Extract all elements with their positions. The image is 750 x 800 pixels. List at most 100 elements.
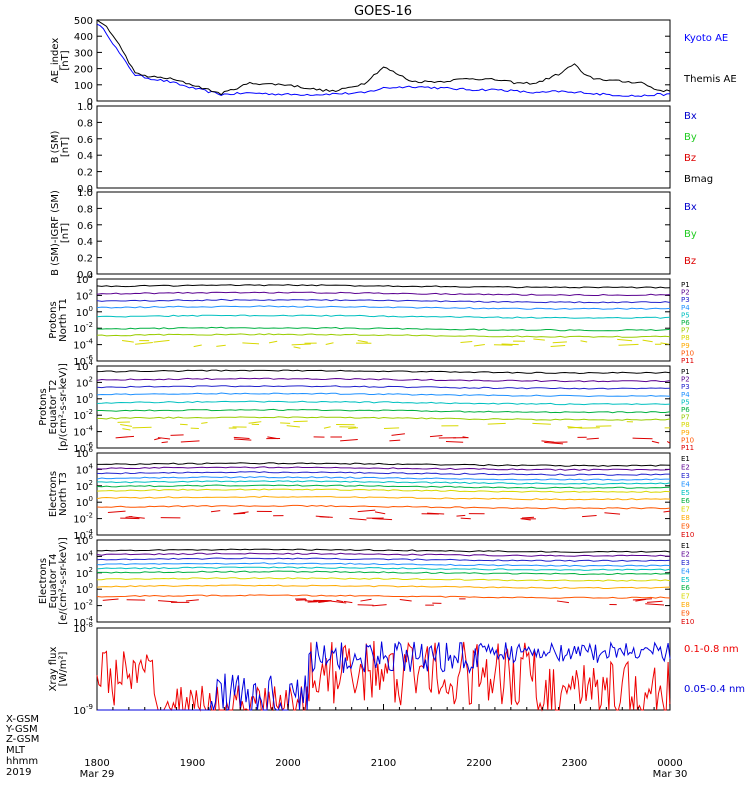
legend-e1: E1 [681, 542, 690, 550]
series-e10 [315, 515, 333, 518]
panel-frame [96, 278, 671, 362]
y-tick-label: 102 [76, 479, 93, 493]
series-e3 [96, 557, 671, 562]
series-p11 [391, 433, 405, 436]
y-axis-label: [p/(cm²-s-sr-keV)] [58, 363, 69, 451]
series-p8 [501, 343, 519, 346]
panel-protons_t2: 104 102 100 10-2 10-4 10-6 Protons Equator T2 [p… [38, 359, 694, 455]
series-e10 [185, 599, 199, 602]
legend-e1: E1 [681, 455, 690, 463]
legend-themis-ae: Themis AE [683, 74, 737, 85]
legend-p7: P7 [681, 327, 690, 335]
series-p8 [473, 344, 485, 347]
y-tick-label: 100 [74, 81, 93, 92]
series-e10 [399, 599, 412, 602]
series-p5 [96, 314, 671, 319]
y-tick-label: 100 [76, 305, 93, 319]
x-tick-label: 2200 [466, 758, 491, 769]
series-p8 [550, 345, 566, 348]
y-tick-label: 0.4 [77, 237, 93, 248]
series-p7 [96, 416, 671, 421]
series-e10 [632, 598, 653, 601]
legend-e3: E3 [681, 472, 690, 480]
series-p11 [157, 437, 171, 440]
series-e10 [233, 511, 249, 515]
y-tick-label: 106 [76, 533, 94, 547]
series-p4 [96, 392, 671, 398]
series-p11 [586, 437, 599, 440]
legend-p8: P8 [681, 421, 690, 429]
y-tick-label: 500 [74, 16, 93, 27]
series-e7 [96, 488, 671, 493]
series-e10 [210, 510, 221, 513]
series-e9 [96, 504, 671, 510]
series-p8 [567, 426, 582, 429]
series-p4 [96, 305, 671, 310]
y-tick-label: 10-4 [73, 615, 93, 629]
legend-p3: P3 [681, 296, 690, 304]
legend-p4: P4 [681, 304, 690, 312]
series-p8 [248, 421, 262, 424]
series-p11 [233, 438, 252, 441]
legend-e5: E5 [681, 576, 690, 584]
panel-frame [96, 19, 671, 102]
series-p11 [462, 436, 469, 439]
series-p8 [268, 340, 278, 344]
series-p8 [201, 421, 208, 424]
x-tick-label: 2300 [562, 758, 587, 769]
series-e10 [343, 600, 353, 604]
series-e10 [357, 604, 374, 606]
y-tick-label: 102 [76, 566, 93, 580]
y-tick-label: 10-6 [73, 354, 93, 368]
series-e10 [456, 514, 466, 517]
series-p11 [233, 436, 250, 439]
y-tick-label: 0.2 [77, 168, 93, 179]
legend-kyoto-ae: Kyoto AE [684, 33, 728, 44]
y-axis-label: B (SM) [50, 130, 61, 163]
series-e10 [374, 511, 386, 515]
series-p8 [618, 343, 639, 346]
series-p11 [632, 437, 653, 440]
series-p8 [293, 346, 301, 349]
panel-ae: 0 100 200 300 400 500 AE_index [nT] Kyoto AE Them… [50, 16, 737, 108]
series-p6 [97, 408, 671, 414]
legend-p7: P7 [681, 414, 690, 422]
legend-bmag: Bmag [684, 174, 713, 185]
series-e10 [635, 598, 646, 602]
y-tick-label: 104 [76, 272, 94, 286]
series-p8 [580, 340, 588, 343]
legend-p6: P6 [681, 406, 690, 414]
x-tick-label: 2100 [371, 758, 396, 769]
series-e2 [96, 552, 671, 557]
y-tick-label: 104 [76, 549, 94, 563]
series-p3 [96, 385, 671, 390]
series-e4 [96, 476, 670, 481]
y-axis-label: [nT] [60, 223, 71, 243]
row-label-mlt: MLT [6, 745, 26, 756]
series-p8 [291, 343, 311, 346]
legend-p6: P6 [681, 319, 690, 327]
panel-frame [96, 105, 671, 189]
series-p8 [242, 342, 260, 345]
y-axis-label: [nT] [60, 50, 71, 70]
y-tick-label: 10-2 [73, 512, 93, 526]
series-p1 [96, 284, 671, 289]
y-tick-label: 200 [74, 65, 93, 76]
y-axis-label: North T1 [58, 298, 69, 342]
x-tick-label: 1800 [84, 758, 109, 769]
y-tick-label: 1.0 [77, 188, 93, 199]
series-e7 [96, 577, 671, 582]
legend-p2: P2 [681, 376, 690, 384]
panel-frame [96, 365, 671, 449]
series-e10 [107, 510, 126, 514]
series-p8 [135, 342, 153, 345]
panel-b_igrf: 0.0 0.2 0.4 0.6 0.8 1.0 B (SM)-IGRF (SM) [nT] Bx… [50, 188, 697, 281]
series-e10 [427, 512, 445, 515]
x-tick-label: 0000 [657, 758, 682, 769]
series-p3 [96, 298, 671, 304]
y-tick-label: 0.6 [77, 135, 93, 146]
series-p8 [122, 340, 134, 343]
legend-bz: Bz [684, 153, 696, 164]
